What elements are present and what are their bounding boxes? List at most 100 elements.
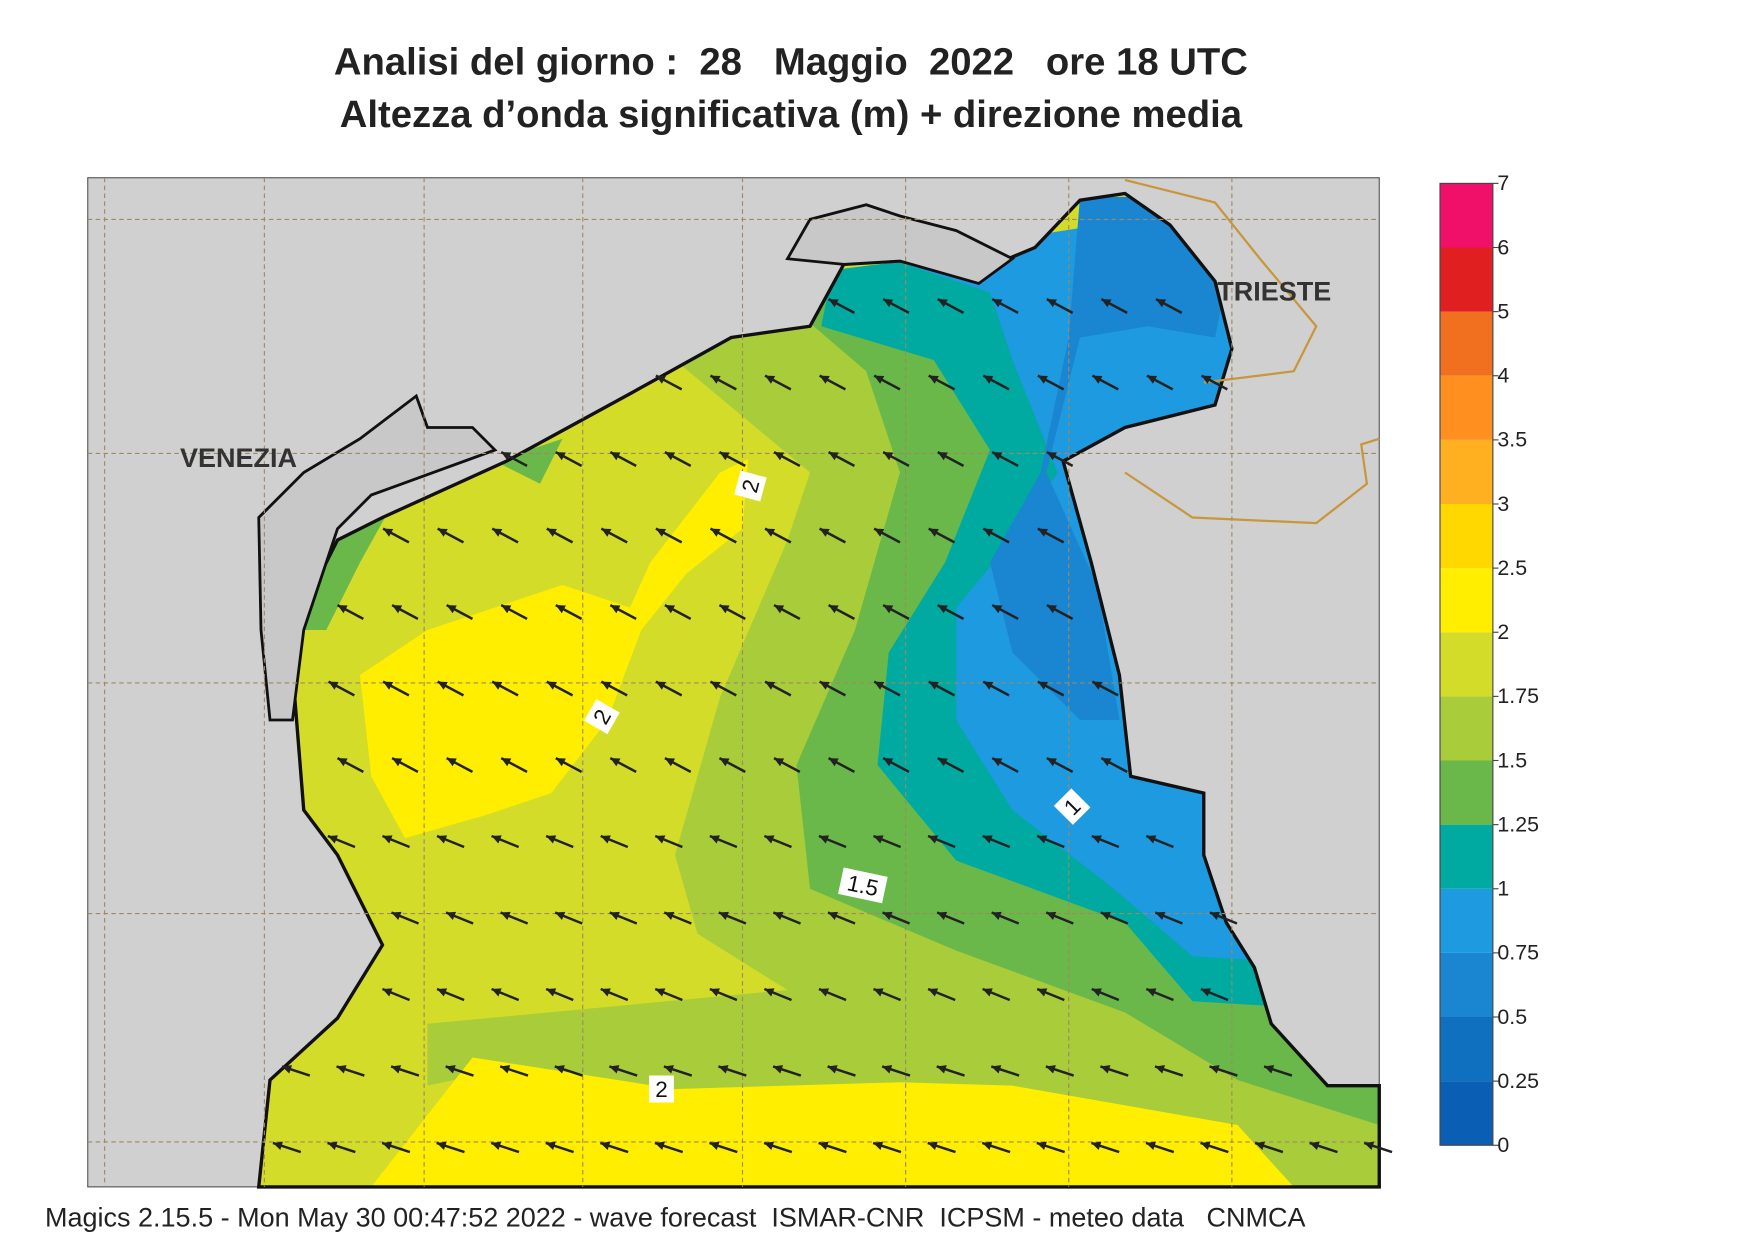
colorbar-label: 5 — [1497, 299, 1509, 323]
arrow-head — [664, 452, 676, 461]
arrow-head — [437, 681, 448, 690]
arrow-head — [337, 758, 348, 767]
arrow-head — [492, 528, 503, 537]
arrow-head — [1037, 988, 1048, 997]
label-box — [734, 470, 767, 502]
arrow-head — [1045, 1065, 1056, 1074]
arrow-head — [663, 1065, 674, 1074]
arrow-head — [991, 911, 1002, 921]
arrow-head — [883, 605, 894, 614]
arrow-head — [1155, 299, 1167, 308]
colorbar-band — [1440, 439, 1493, 504]
title-line-1: Analisi del giorno : 28 Maggio 2022 ore … — [334, 40, 1248, 83]
arrow-head — [655, 988, 666, 997]
arrow-head — [391, 1065, 402, 1074]
colorbar: 0 0.25 0.5 0.75 1 1.25 1.5 1.75 2 2.5 3 3.5 4 5 6 7 — [1439, 171, 1539, 1157]
arrow-head — [336, 1065, 347, 1074]
arrow-head — [937, 452, 948, 461]
arrow-head — [546, 835, 557, 844]
arrow-head — [492, 681, 503, 690]
arrow-head — [773, 911, 784, 921]
arrow-head — [610, 758, 621, 767]
arrow-head — [1046, 605, 1057, 614]
arrow-head — [773, 1065, 784, 1074]
arrow-head — [1037, 375, 1048, 384]
arrow-head — [828, 452, 839, 461]
colorbar-label: 1.5 — [1497, 748, 1527, 772]
arrow-head — [664, 605, 676, 614]
band — [360, 459, 749, 839]
map: VENEZIA TRIESTE 2 2 1.5 1 2 — [87, 177, 1393, 1189]
arrow-head — [937, 911, 948, 921]
city-label: VENEZIA — [180, 443, 297, 473]
arrow-head — [992, 605, 1003, 614]
arrow-head — [1092, 681, 1103, 690]
colorbar-label: 0.25 — [1497, 1069, 1539, 1093]
arrow-head — [882, 911, 893, 921]
arrow-head — [1100, 911, 1111, 921]
contour-label: 2 — [737, 477, 764, 496]
arrow-head — [609, 1065, 620, 1074]
arrow-head — [928, 375, 939, 384]
arrow-head — [437, 528, 448, 537]
colorbar-label: 6 — [1497, 235, 1509, 259]
arrow-head — [873, 1141, 884, 1150]
arrow-head — [765, 528, 776, 537]
arrow-head — [281, 1065, 292, 1074]
arrow-head — [600, 988, 611, 997]
arrow-head — [272, 1141, 283, 1150]
arrow-head — [827, 911, 839, 921]
arrow-head — [874, 528, 885, 537]
colorbar-band — [1440, 247, 1493, 312]
colorbar-band — [1440, 824, 1493, 889]
arrow-head — [719, 452, 730, 461]
arrow-head — [928, 681, 939, 690]
arrow-head — [600, 835, 611, 844]
arrow-head — [819, 681, 830, 690]
label-box — [583, 699, 620, 735]
arrow-head — [982, 1141, 993, 1150]
label-box — [1053, 788, 1091, 825]
arrow-head — [383, 528, 394, 537]
arrow-head — [1036, 1141, 1047, 1150]
arrow-head — [600, 1141, 611, 1150]
arrow-head — [1101, 299, 1112, 308]
arrow-head — [982, 835, 993, 844]
arrow-head — [391, 911, 402, 921]
colorbar-band — [1440, 888, 1493, 953]
lagoon — [257, 203, 1016, 722]
arrow-head — [555, 452, 566, 461]
arrow-head — [500, 1065, 511, 1074]
colorbar-band — [1440, 1017, 1493, 1082]
colorbar-band — [1440, 504, 1493, 569]
arrow-head — [545, 1141, 556, 1150]
arrow-head — [818, 1141, 829, 1150]
arrow-head — [601, 528, 612, 537]
arrow-head — [555, 911, 566, 921]
arrow-head — [655, 835, 666, 844]
arrow-head — [828, 758, 839, 767]
footer: Magics 2.15.5 - Mon May 30 00:47:52 2022… — [45, 1202, 1305, 1232]
colorbar-band — [1440, 1081, 1493, 1146]
colorbar-frame — [1439, 182, 1494, 1146]
arrow-head — [392, 605, 403, 614]
arrow-head — [546, 528, 557, 537]
arrow-head — [774, 605, 785, 614]
arrow-head — [718, 911, 729, 921]
arrow-head — [983, 375, 994, 384]
colorbar-band — [1440, 311, 1493, 376]
arrow-head — [1264, 1065, 1275, 1074]
arrow-head — [546, 988, 557, 997]
colorbar-label: 2.5 — [1497, 556, 1527, 580]
arrow-head — [709, 1141, 720, 1150]
arrow-head — [992, 452, 1003, 461]
arrow-head — [828, 605, 839, 614]
arrow-head — [446, 758, 457, 767]
arrow-head — [655, 681, 667, 690]
arrow-head — [765, 375, 776, 384]
arrow-head — [1100, 1065, 1111, 1074]
band — [371, 1057, 1294, 1187]
wave-direction — [272, 298, 1393, 1154]
arrow-head — [928, 988, 939, 997]
